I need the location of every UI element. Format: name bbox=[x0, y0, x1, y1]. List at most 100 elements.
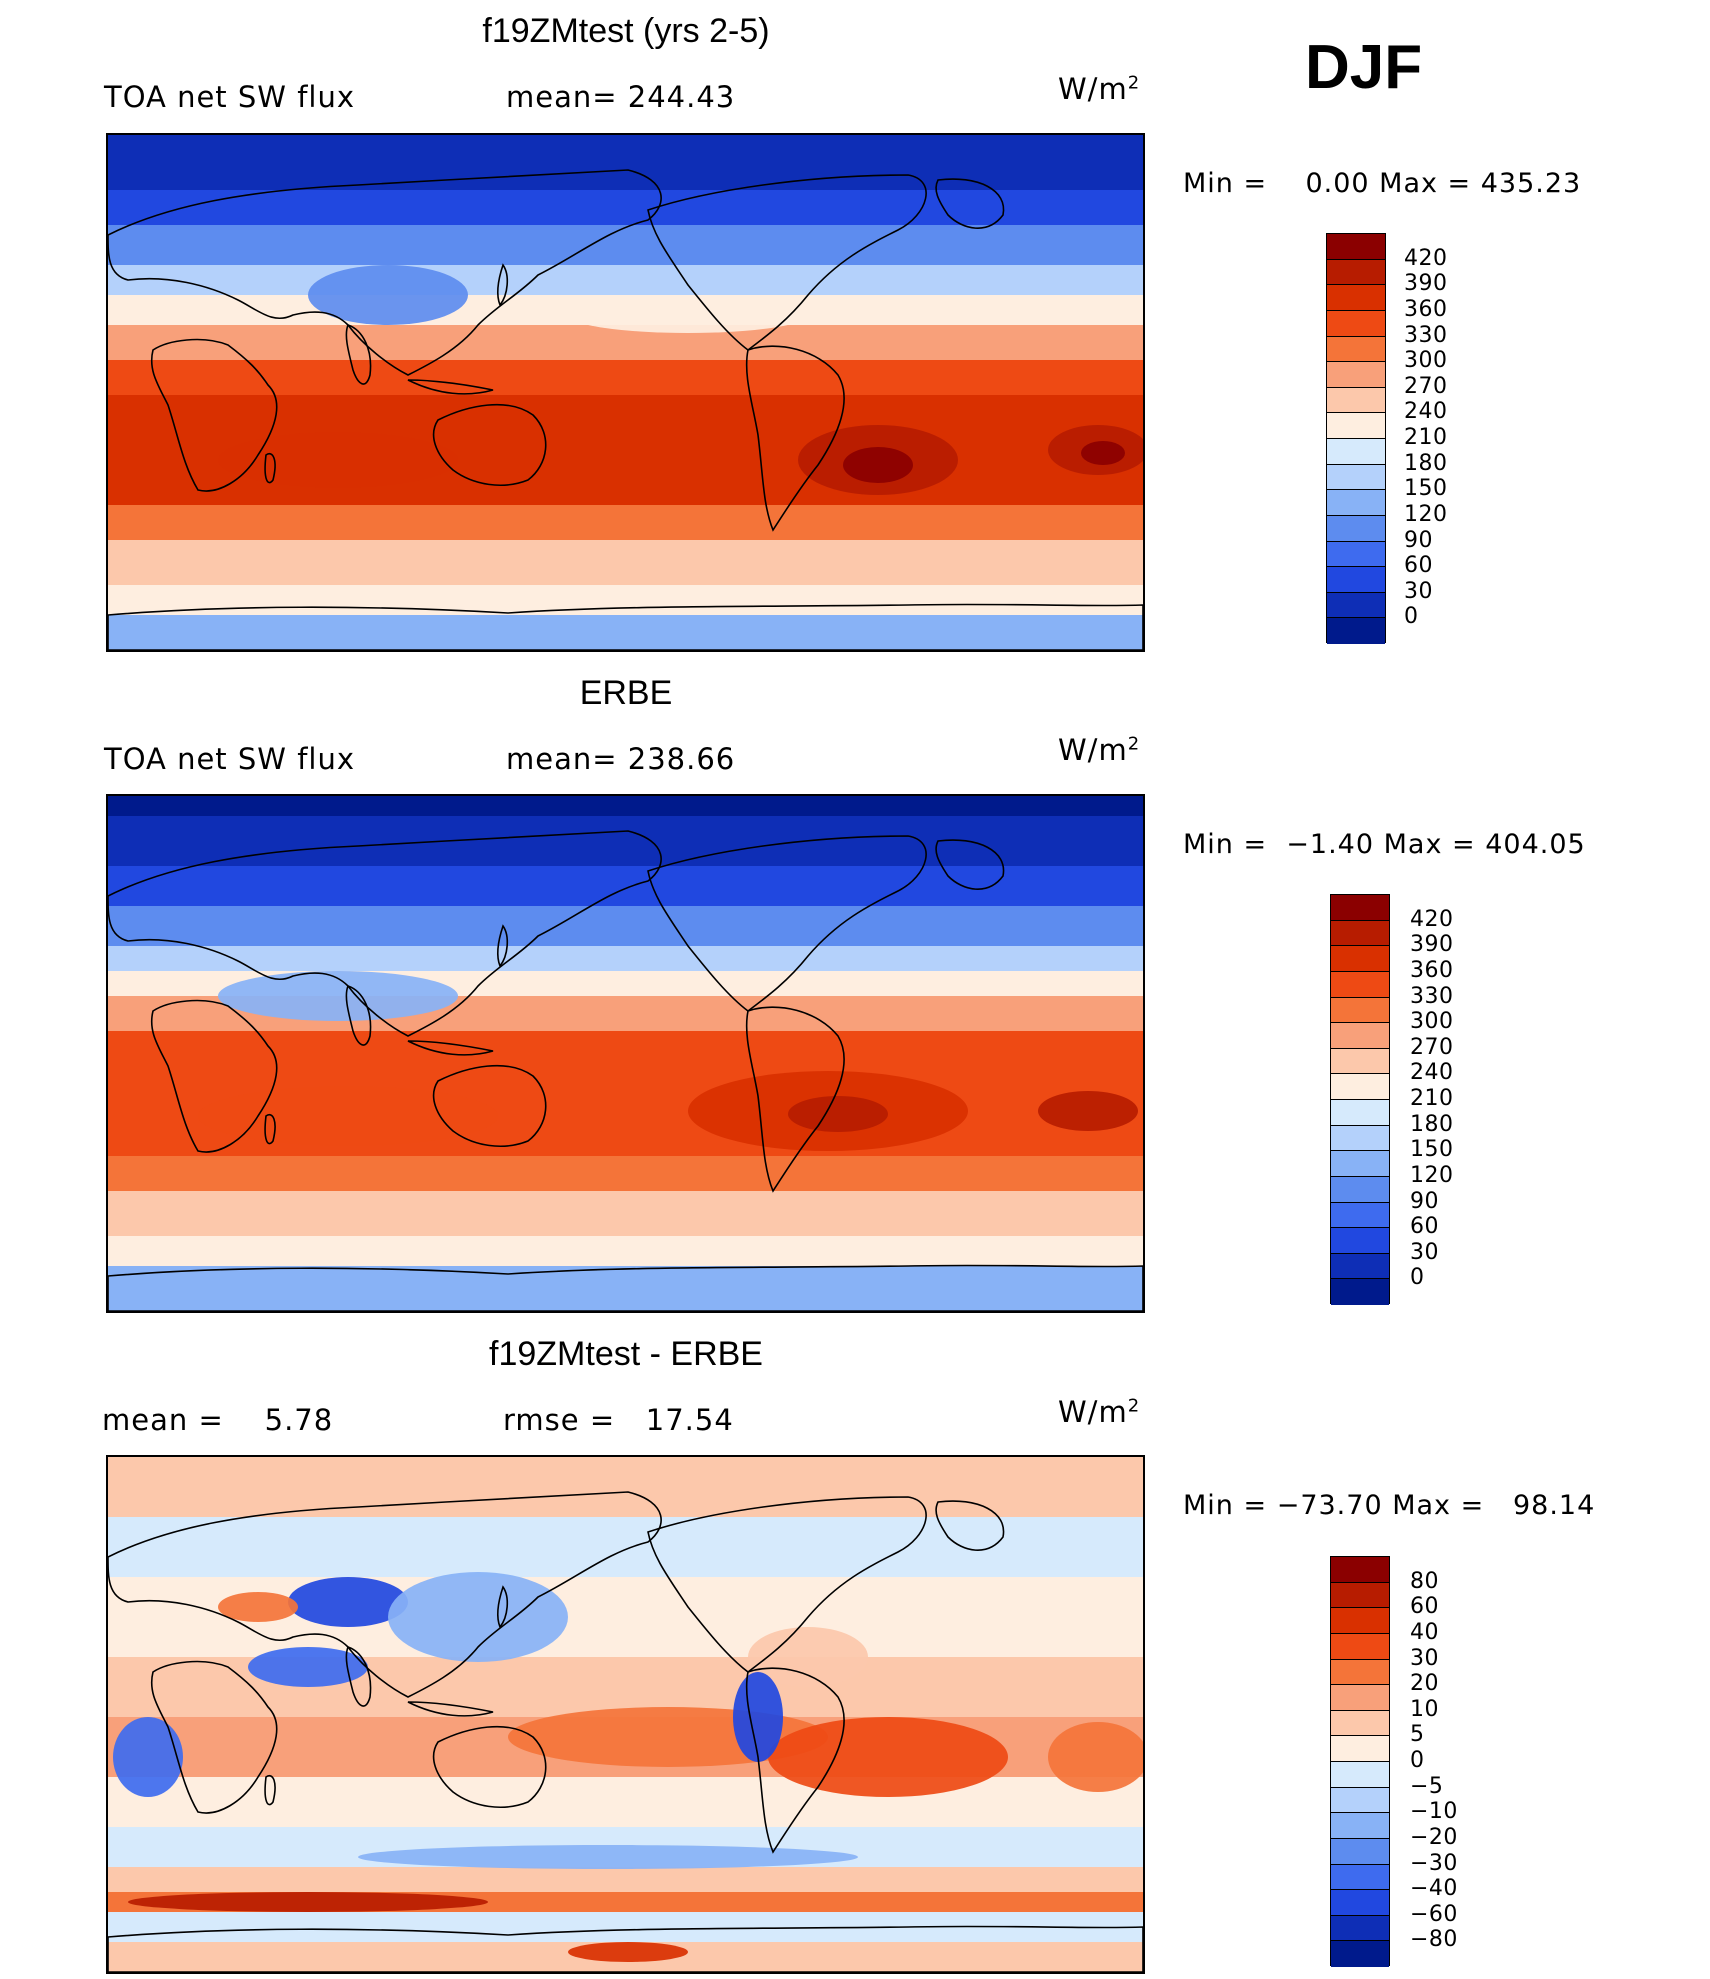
colorbar-tick-label: −5 bbox=[1410, 1773, 1444, 1799]
colorbar-swatch bbox=[1331, 895, 1389, 921]
colorbar-tick-label: 10 bbox=[1410, 1696, 1439, 1722]
colorbar-tick-label: 270 bbox=[1410, 1034, 1454, 1060]
colorbar-swatch bbox=[1331, 1864, 1389, 1891]
colorbar-tick-label: 150 bbox=[1410, 1137, 1454, 1163]
colorbar-swatch bbox=[1331, 1710, 1389, 1737]
colorbar-swatch bbox=[1327, 618, 1385, 644]
panel-2-mean-label: mean= 238.66 bbox=[506, 742, 736, 776]
colorbar-swatch bbox=[1331, 1557, 1389, 1583]
colorbar-tick-label: 60 bbox=[1410, 1594, 1439, 1620]
colorbar-swatch bbox=[1327, 362, 1385, 388]
colorbar-swatch bbox=[1331, 1202, 1389, 1229]
colorbar-tick-label: 180 bbox=[1410, 1111, 1454, 1137]
colorbar-tick-label: 120 bbox=[1410, 1162, 1454, 1188]
colorbar-tick-label: 0 bbox=[1410, 1265, 1425, 1291]
colorbar-tick-label: −30 bbox=[1410, 1850, 1458, 1876]
colorbar-swatch bbox=[1327, 567, 1385, 593]
colorbar-swatch bbox=[1327, 234, 1385, 260]
colorbar-tick-label: 40 bbox=[1410, 1619, 1439, 1645]
colorbar-tick-label: 390 bbox=[1404, 271, 1448, 297]
colorbar-tick-label: 60 bbox=[1410, 1214, 1439, 1240]
colorbar-swatch bbox=[1331, 971, 1389, 998]
panel-1-mean-label: mean= 244.43 bbox=[506, 80, 736, 114]
colorbar-swatch bbox=[1331, 1608, 1389, 1634]
colorbar-swatch bbox=[1331, 1762, 1389, 1788]
panel-2-variable-label: TOA net SW flux bbox=[104, 742, 356, 776]
colorbar-swatch bbox=[1327, 490, 1385, 516]
colorbar-tick-label: −20 bbox=[1410, 1824, 1458, 1850]
colorbar-tick-label: −10 bbox=[1410, 1799, 1458, 1825]
colorbar-swatch bbox=[1331, 1125, 1389, 1152]
panel-3-colorbar bbox=[1330, 1556, 1390, 1967]
colorbar-tick-label: −40 bbox=[1410, 1876, 1458, 1902]
colorbar-swatch bbox=[1331, 1941, 1389, 1967]
colorbar-tick-label: 390 bbox=[1410, 932, 1454, 958]
colorbar-swatch bbox=[1327, 310, 1385, 337]
colorbar-tick-label: 60 bbox=[1404, 553, 1433, 579]
colorbar-swatch bbox=[1331, 1813, 1389, 1839]
colorbar-tick-label: 0 bbox=[1410, 1748, 1425, 1773]
panel-3-units: W/m2 bbox=[1058, 1395, 1141, 1429]
colorbar-tick-label: 360 bbox=[1404, 296, 1448, 322]
colorbar-swatch bbox=[1327, 592, 1385, 619]
panel-2-units: W/m2 bbox=[1058, 733, 1141, 767]
colorbar-swatch bbox=[1331, 1736, 1389, 1762]
colorbar-swatch bbox=[1327, 464, 1385, 491]
colorbar-swatch bbox=[1331, 920, 1389, 947]
colorbar-tick-label: 330 bbox=[1410, 983, 1454, 1009]
colorbar-swatch bbox=[1327, 541, 1385, 568]
panel-1-minmax: Min = 0.00 Max = 435.23 bbox=[1183, 168, 1582, 199]
panel-3-title: f19ZMtest - ERBE bbox=[489, 1335, 763, 1373]
colorbar-tick-label: −60 bbox=[1410, 1901, 1458, 1927]
colorbar-swatch bbox=[1331, 1074, 1389, 1100]
colorbar-tick-label: 240 bbox=[1410, 1060, 1454, 1086]
colorbar-swatch bbox=[1331, 1176, 1389, 1203]
map-field bbox=[108, 1457, 1143, 1972]
colorbar-tick-label: 5 bbox=[1410, 1722, 1425, 1748]
colorbar-swatch bbox=[1331, 1787, 1389, 1814]
colorbar-tick-label: 300 bbox=[1410, 1009, 1454, 1035]
colorbar-tick-label: 120 bbox=[1404, 501, 1448, 527]
colorbar-swatch bbox=[1331, 1685, 1389, 1711]
colorbar-tick-label: 90 bbox=[1404, 527, 1433, 553]
colorbar-swatch bbox=[1327, 336, 1385, 363]
colorbar-tick-label: 330 bbox=[1404, 322, 1448, 348]
map-field bbox=[108, 135, 1143, 650]
colorbar-swatch bbox=[1327, 439, 1385, 465]
panel-2-map bbox=[106, 794, 1145, 1313]
colorbar-swatch bbox=[1327, 259, 1385, 286]
colorbar-tick-label: 300 bbox=[1404, 348, 1448, 374]
panel-1-variable-label: TOA net SW flux bbox=[104, 80, 356, 114]
colorbar-swatch bbox=[1331, 997, 1389, 1024]
colorbar-tick-label: 270 bbox=[1404, 373, 1448, 399]
colorbar-swatch bbox=[1331, 1915, 1389, 1942]
colorbar-swatch bbox=[1331, 1582, 1389, 1609]
panel-3-map bbox=[106, 1455, 1145, 1974]
colorbar-swatch bbox=[1331, 1279, 1389, 1305]
colorbar-swatch bbox=[1331, 1659, 1389, 1686]
colorbar-tick-label: 420 bbox=[1410, 906, 1454, 932]
colorbar-swatch bbox=[1331, 1890, 1389, 1916]
colorbar-swatch bbox=[1331, 1023, 1389, 1049]
colorbar-tick-label: 150 bbox=[1404, 476, 1448, 502]
colorbar-swatch bbox=[1331, 1633, 1389, 1660]
colorbar-swatch bbox=[1327, 285, 1385, 311]
colorbar-tick-label: 0 bbox=[1404, 604, 1419, 630]
panel-2-title: ERBE bbox=[579, 674, 673, 712]
panel-1-map bbox=[106, 133, 1145, 652]
panel-2-colorbar bbox=[1330, 894, 1390, 1305]
panel-3-rmse-label: rmse = 17.54 bbox=[503, 1403, 734, 1437]
colorbar-swatch bbox=[1331, 946, 1389, 972]
panel-3-mean-label: mean = 5.78 bbox=[102, 1403, 334, 1437]
coastlines bbox=[108, 1491, 1143, 1972]
panel-1-colorbar bbox=[1326, 233, 1386, 644]
colorbar-swatch bbox=[1331, 1253, 1389, 1280]
colorbar-tick-label: 360 bbox=[1410, 957, 1454, 983]
colorbar-swatch bbox=[1327, 515, 1385, 542]
colorbar-swatch bbox=[1327, 413, 1385, 439]
colorbar-tick-label: 180 bbox=[1404, 450, 1448, 476]
colorbar-tick-label: 90 bbox=[1410, 1188, 1439, 1214]
colorbar-tick-label: 30 bbox=[1404, 578, 1433, 604]
colorbar-tick-label: 210 bbox=[1410, 1086, 1454, 1111]
map-field bbox=[108, 796, 1143, 1311]
